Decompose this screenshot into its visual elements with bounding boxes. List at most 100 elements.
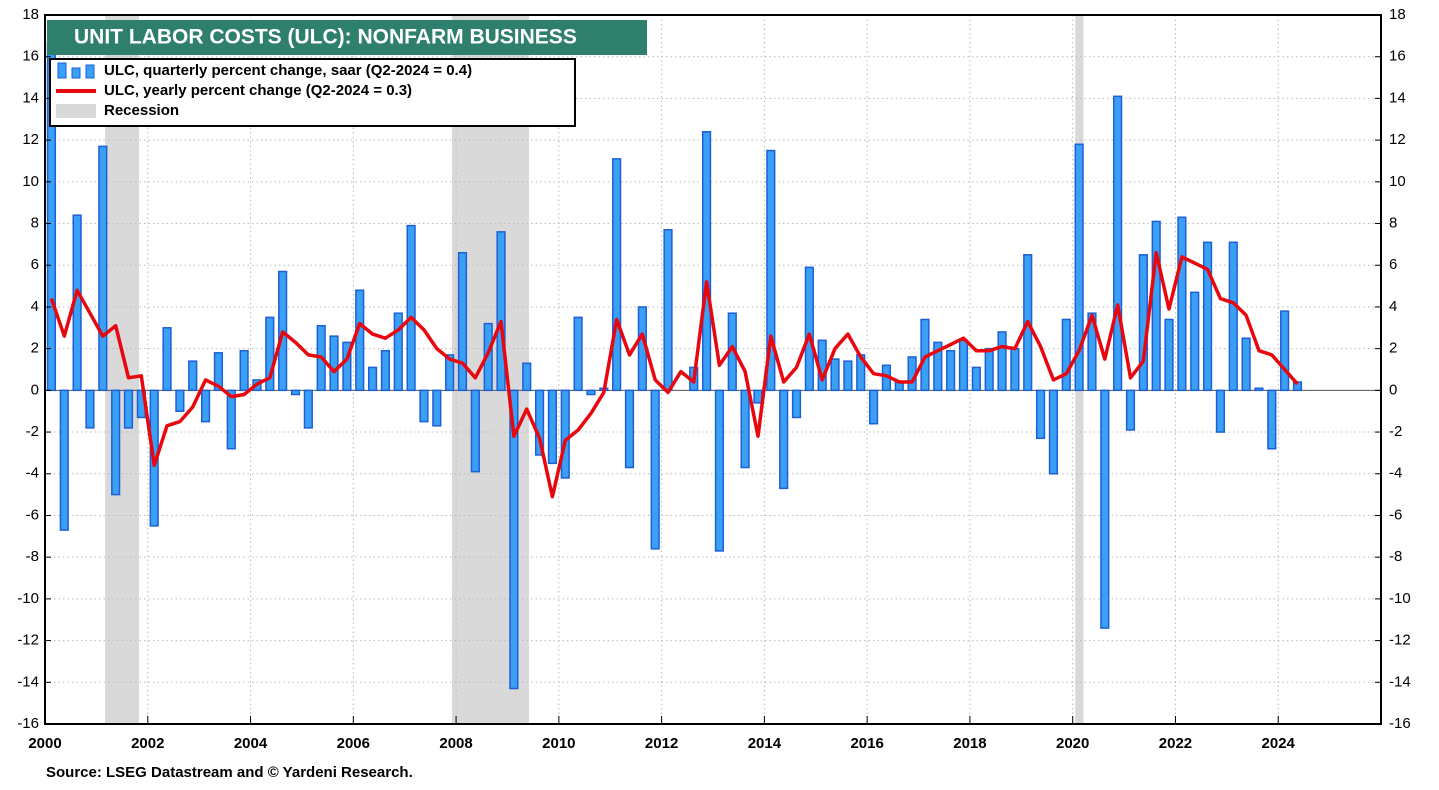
bar: [342, 341, 352, 392]
bar: [1202, 241, 1213, 392]
legend-bar-icon: [57, 62, 95, 79]
recession-band: [105, 15, 140, 724]
bar: [393, 312, 403, 392]
x-tick-label: 2010: [542, 735, 575, 752]
y-tick-label: 14: [22, 89, 39, 106]
bar: [509, 389, 519, 690]
bar: [123, 389, 134, 429]
legend-label: ULC, quarterly percent change, saar (Q2-…: [104, 62, 472, 79]
x-tick-label: 2002: [131, 735, 164, 752]
bar: [984, 347, 994, 392]
bar: [470, 389, 480, 473]
bar: [445, 354, 455, 392]
bar: [534, 389, 545, 456]
legend-box: [49, 58, 576, 127]
bar: [612, 158, 622, 392]
bar: [933, 341, 943, 392]
bar: [162, 327, 172, 392]
bar: [290, 389, 301, 396]
x-tick-label: 2022: [1159, 735, 1192, 752]
y-tick-label: -10: [1389, 590, 1411, 607]
bar: [329, 335, 339, 392]
bar: [111, 389, 121, 496]
plot-frame: [44, 14, 1382, 725]
bar: [1190, 291, 1200, 392]
y-tick-label: 14: [1389, 89, 1406, 106]
y-tick-label: 16: [1389, 48, 1406, 65]
chart-title: UNIT LABOR COSTS (ULC): NONFARM BUSINESS: [74, 26, 577, 49]
bar: [946, 349, 956, 392]
x-tick-label: 2004: [234, 735, 268, 752]
y-tick-label: 10: [22, 173, 39, 190]
bar: [560, 389, 570, 479]
bar: [1010, 347, 1020, 392]
legend-label: ULC, yearly percent change (Q2-2024 = 0.…: [104, 82, 412, 99]
bar: [1074, 143, 1084, 392]
x-tick-label: 2006: [337, 735, 370, 752]
bar: [753, 389, 763, 404]
x-tick-label: 2016: [850, 735, 883, 752]
bar: [1241, 337, 1251, 392]
bar: [1125, 389, 1136, 431]
y-tick-label: -16: [17, 715, 39, 732]
y-tick-label: 12: [22, 131, 39, 148]
bar: [586, 389, 596, 396]
y-tick-label: -4: [1389, 465, 1402, 482]
x-tick-label: 2018: [953, 735, 986, 752]
source-note: Source: LSEG Datastream and © Yardeni Re…: [46, 764, 413, 781]
bar: [830, 358, 840, 392]
y-tick-label: -10: [17, 590, 39, 607]
bar: [226, 389, 236, 450]
bar: [85, 389, 95, 429]
bar: [1228, 241, 1238, 392]
y-tick-label: -14: [1389, 673, 1411, 690]
bar: [1100, 389, 1110, 629]
y-tick-label: 4: [31, 298, 39, 315]
plot-layer: [46, 41, 1303, 690]
x-tick-label: 2000: [28, 735, 61, 752]
bar: [59, 389, 69, 531]
bar: [367, 366, 378, 392]
legend-recession-icon: [56, 104, 96, 118]
bar: [1061, 318, 1071, 392]
bar: [1267, 389, 1277, 450]
bar: [98, 145, 108, 392]
bar: [432, 389, 442, 427]
bar: [406, 224, 416, 392]
bar: [547, 389, 558, 465]
bar: [779, 389, 789, 490]
legend-label: Recession: [104, 102, 179, 119]
y-tick-label: 2: [1389, 340, 1397, 357]
y-tick-label: 4: [1389, 298, 1397, 315]
bar: [701, 131, 712, 392]
bar: [714, 389, 725, 552]
y-tick-label: -14: [17, 673, 39, 690]
x-tick-label: 2012: [645, 735, 678, 752]
bar: [1113, 95, 1123, 392]
bar: [624, 389, 635, 469]
y-tick-label: 0: [1389, 381, 1397, 398]
bar: [419, 389, 429, 423]
y-tick-label: 6: [1389, 256, 1397, 273]
bar: [175, 389, 185, 412]
y-tick-label: -6: [1389, 506, 1402, 523]
bar: [573, 316, 583, 392]
y-tick-label: -12: [17, 632, 39, 649]
line: [49, 250, 1299, 499]
bar: [971, 366, 981, 392]
bar: [200, 389, 211, 423]
bar: [239, 349, 249, 392]
y-tick-label: 8: [1389, 214, 1397, 231]
x-tick-label: 2014: [748, 735, 782, 752]
bar: [958, 339, 969, 392]
bar: [997, 331, 1007, 392]
bar: [265, 316, 275, 392]
x-tick-label: 2020: [1056, 735, 1089, 752]
bar: [1048, 389, 1059, 475]
y-tick-label: -16: [1389, 715, 1411, 732]
bar: [740, 389, 750, 469]
bar: [766, 149, 776, 392]
x-tick-label: 2024: [1262, 735, 1296, 752]
